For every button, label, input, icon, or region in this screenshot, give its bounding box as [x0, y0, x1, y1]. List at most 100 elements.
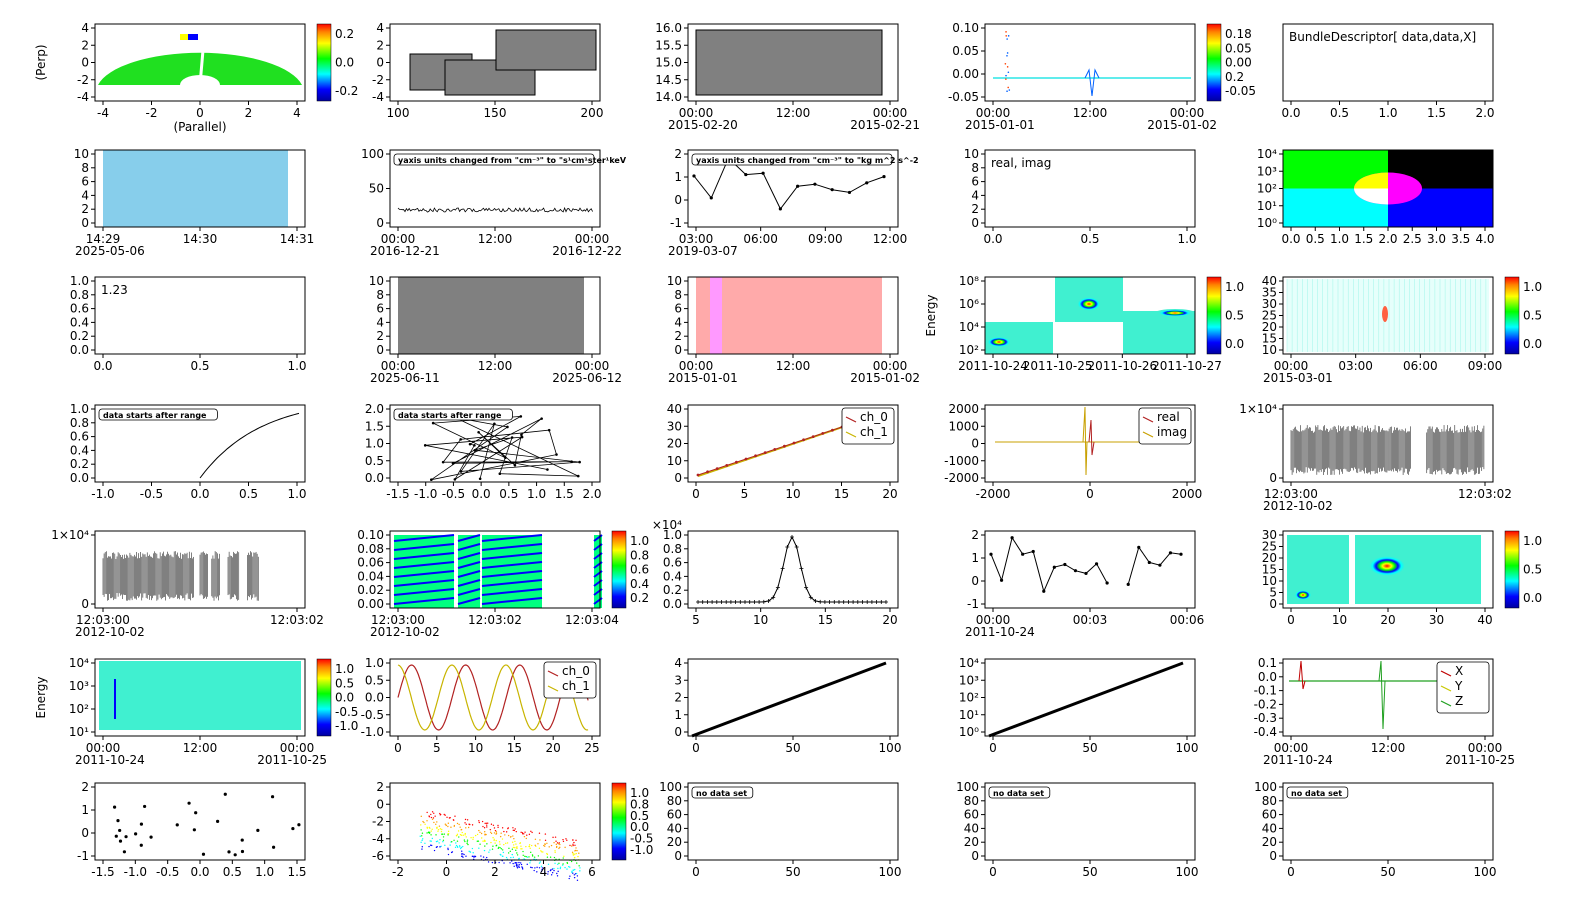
x-tick-label: 0 [196, 106, 204, 120]
x-date-label: 2015-01-02 [850, 371, 920, 385]
scatter-point [464, 840, 466, 843]
scatter-point [500, 848, 503, 850]
scatter-point [447, 848, 449, 851]
x-tick-label: 12:03:00 [76, 613, 130, 627]
scatter-point [492, 837, 494, 839]
scatter-point [466, 819, 469, 821]
scatter-point [484, 845, 486, 847]
x-tick-label: 0.0 [472, 487, 491, 501]
x-tick-label: -0.5 [156, 865, 179, 879]
scatter-point [459, 826, 461, 828]
y-tick-label: 8 [674, 288, 682, 302]
scatter-point [419, 835, 421, 837]
x-tick-label: 12:00 [776, 359, 811, 373]
data-point [459, 470, 463, 473]
stripe [393, 597, 455, 605]
scatter-point [503, 843, 505, 846]
scatter-point [471, 847, 474, 850]
scatter-point [566, 862, 569, 865]
scatter-point [504, 834, 506, 836]
stripe [457, 588, 481, 596]
y-tick-label: 2 [81, 780, 89, 794]
x-tick-label: 0 [1287, 613, 1295, 627]
spectrogram-block [594, 535, 602, 608]
y-tick-label: 10 [74, 147, 89, 161]
scatter-point [443, 813, 445, 816]
scatter-point [515, 830, 517, 833]
x-date-label: 2015-02-20 [668, 118, 738, 132]
scatter-point [578, 852, 580, 854]
annotation-box [393, 408, 513, 421]
data-marker [813, 598, 818, 603]
scatter-point [512, 827, 514, 829]
y-tick-label: 0 [971, 216, 979, 230]
scatter-point [566, 868, 568, 870]
scatter-point [575, 852, 577, 855]
x-date-label: 2015-02-21 [850, 118, 920, 132]
y-tick-label: -2 [372, 815, 384, 829]
legend-swatch [1440, 670, 1452, 677]
scatter-point [501, 849, 504, 851]
data-marker [865, 600, 870, 604]
x-tick-label: 03:00 [679, 232, 714, 246]
scatter-point [460, 846, 463, 849]
y-tick-label: 1.0 [70, 402, 89, 416]
x-tick-label: 06:00 [1403, 359, 1438, 373]
data-marker [808, 595, 813, 600]
y-tick-label: 14.0 [655, 90, 682, 104]
y-tick-label: 1.0 [365, 437, 384, 451]
scatter-point [486, 843, 488, 845]
scatter-point [511, 860, 513, 862]
data-marker [790, 535, 794, 539]
x-tick-label: 15 [834, 487, 849, 501]
scatter-point [456, 833, 459, 836]
scatter-point [435, 827, 438, 829]
chart-p16: data starts after range2.01.51.00.50.0-1… [365, 402, 602, 501]
colorbar-label: -0.5 [335, 705, 358, 719]
data-marker [775, 585, 780, 590]
y-tick-label: 0.4 [70, 315, 89, 329]
scatter-point [444, 844, 446, 847]
plot-frame [389, 782, 601, 861]
scatter-point [484, 834, 486, 836]
x-date-label: 2015-01-01 [965, 118, 1035, 132]
x-tick-label: 150 [484, 106, 507, 120]
y-tick-label: 4 [376, 315, 384, 329]
scatter-point [498, 846, 500, 848]
colorbar-label: -1.0 [335, 719, 358, 733]
y-tick-label: 30 [1262, 297, 1277, 311]
colorbar-label: 1.0 [630, 786, 649, 800]
chart-p2: 16.015.515.014.514.000:00 12:00 00:002015-… [655, 21, 920, 132]
stripe [481, 552, 543, 560]
scatter-point [574, 844, 576, 846]
scatter-point [439, 812, 441, 815]
y-tick-label: 1×10⁴ [1239, 402, 1277, 416]
scatter-point [428, 845, 430, 848]
colorbar [611, 530, 627, 609]
legend-box [543, 661, 597, 699]
scatter-point [515, 864, 518, 867]
x-tick-label: 1.0 [1177, 232, 1196, 246]
colorbar-label: 1.0 [1225, 280, 1244, 294]
x-tick-label: 12:03:04 [565, 613, 619, 627]
legend-box [1436, 661, 1490, 714]
scatter-point [531, 855, 534, 857]
scatter-point [438, 842, 440, 844]
scatter-point [421, 832, 424, 834]
legend-swatch [1440, 700, 1452, 707]
data-point [431, 421, 435, 425]
chart-p30: 2 1 0 -1-1.5 -1.0 -0.5 0.0 0.5 1.0 1.5 [77, 780, 307, 879]
data-point [821, 432, 825, 435]
scatter-point [575, 872, 578, 875]
y-tick-label: -0.4 [1254, 725, 1277, 739]
y-tick-label: 0 [81, 56, 89, 70]
scatter-point [442, 840, 444, 843]
scatter-point [433, 812, 435, 814]
y-tick-label: 0.05 [952, 44, 979, 58]
scatter-point [544, 843, 547, 845]
data-marker [837, 600, 841, 604]
x-tick-label: 2 [491, 865, 499, 879]
